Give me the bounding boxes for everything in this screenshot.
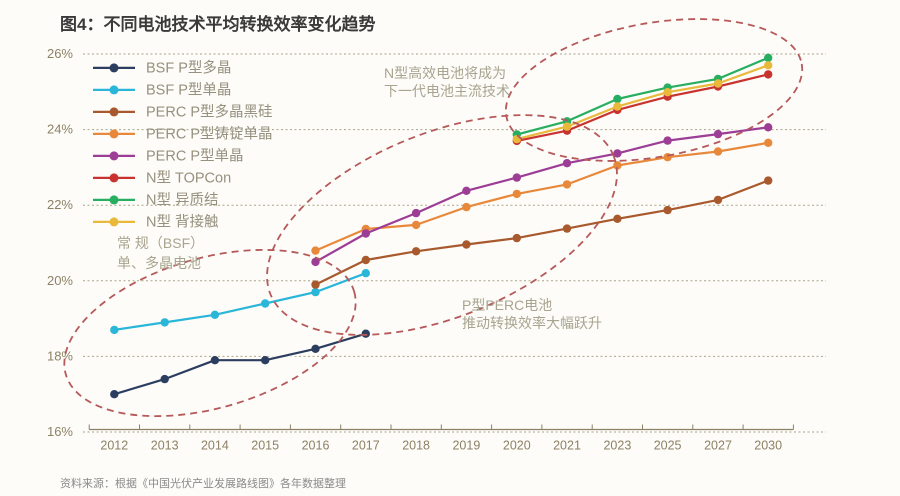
svg-text:单、多晶电池: 单、多晶电池 bbox=[117, 255, 201, 271]
svg-text:N型 TOPCon: N型 TOPCon bbox=[146, 169, 231, 186]
svg-text:16%: 16% bbox=[47, 424, 73, 439]
svg-text:26%: 26% bbox=[47, 46, 73, 61]
svg-text:PERC P型单晶: PERC P型单晶 bbox=[146, 147, 244, 164]
svg-text:BSF P型多晶: BSF P型多晶 bbox=[146, 59, 231, 76]
svg-text:推动转换效率大幅跃升: 推动转换效率大幅跃升 bbox=[462, 315, 602, 331]
svg-text:PERC P型多晶黑硅: PERC P型多晶黑硅 bbox=[146, 103, 273, 120]
svg-text:2025: 2025 bbox=[654, 439, 682, 453]
svg-text:2030: 2030 bbox=[754, 439, 782, 453]
svg-text:2019: 2019 bbox=[452, 439, 480, 453]
svg-text:2015: 2015 bbox=[251, 439, 279, 453]
svg-text:下一代电池主流技术: 下一代电池主流技术 bbox=[384, 83, 510, 99]
svg-text:2016: 2016 bbox=[302, 439, 330, 453]
svg-text:N型 异质结: N型 异质结 bbox=[146, 191, 219, 208]
svg-text:2012: 2012 bbox=[100, 439, 128, 453]
svg-text:22%: 22% bbox=[47, 197, 73, 212]
svg-text:2014: 2014 bbox=[201, 439, 229, 453]
svg-text:常 规（BSF）: 常 规（BSF） bbox=[117, 235, 204, 251]
svg-text:2027: 2027 bbox=[704, 439, 732, 453]
svg-text:20%: 20% bbox=[47, 273, 73, 288]
svg-text:2020: 2020 bbox=[503, 439, 531, 453]
svg-text:18%: 18% bbox=[47, 348, 73, 363]
svg-text:P型PERC电池: P型PERC电池 bbox=[462, 297, 552, 313]
svg-text:N型 背接触: N型 背接触 bbox=[146, 213, 219, 230]
svg-text:2023: 2023 bbox=[603, 439, 631, 453]
svg-text:PERC P型铸锭单晶: PERC P型铸锭单晶 bbox=[146, 125, 273, 142]
svg-text:2017: 2017 bbox=[352, 439, 380, 453]
svg-text:2021: 2021 bbox=[553, 439, 581, 453]
svg-text:2013: 2013 bbox=[151, 439, 179, 453]
svg-text:BSF P型单晶: BSF P型单晶 bbox=[146, 81, 231, 98]
svg-text:2018: 2018 bbox=[402, 439, 430, 453]
svg-text:24%: 24% bbox=[47, 122, 73, 137]
svg-text:N型高效电池将成为: N型高效电池将成为 bbox=[384, 65, 506, 81]
